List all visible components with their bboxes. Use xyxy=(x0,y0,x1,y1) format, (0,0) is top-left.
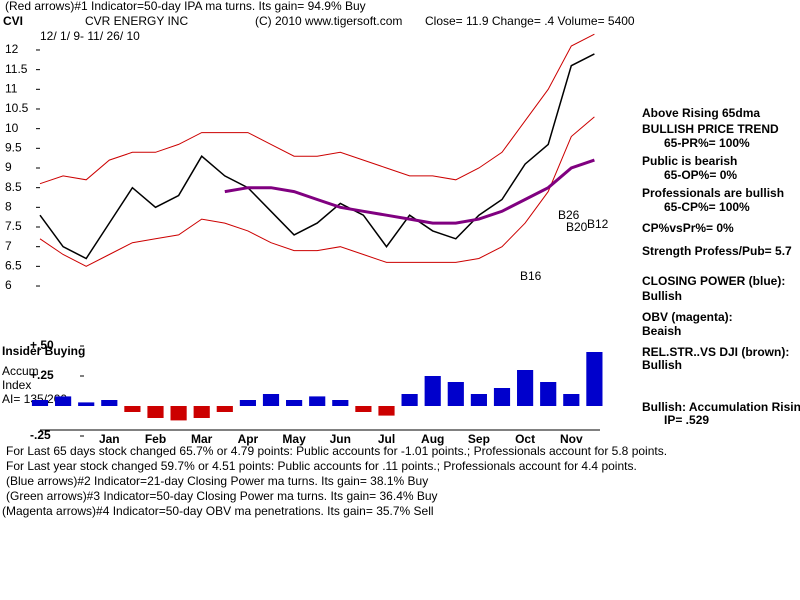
y-tick-label: 9.5 xyxy=(5,140,22,154)
y-tick-label: 7.5 xyxy=(5,219,22,233)
copyright: (C) 2010 www.tigersoft.com xyxy=(255,14,402,28)
company: CVR ENERGY INC xyxy=(85,14,188,28)
side-note: Bullish: Accumulation Rising xyxy=(642,400,800,414)
x-tick-label: May xyxy=(282,432,306,446)
y-tick-label: 8.5 xyxy=(5,180,22,194)
bar xyxy=(239,400,256,406)
side-note: OBV (magenta): xyxy=(642,310,733,324)
side-note: CP%vsPr%= 0% xyxy=(642,221,734,235)
footer-line: (Green arrows)#3 Indicator=50-day Closin… xyxy=(6,489,438,503)
side-note: 65-OP%= 0% xyxy=(664,168,737,182)
symbol: CVI xyxy=(3,14,23,28)
side-note: Above Rising 65dma xyxy=(642,106,760,120)
date-range: 12/ 1/ 9- 11/ 26/ 10 xyxy=(40,29,140,43)
panel-label: Insider Buying xyxy=(2,344,85,358)
bar xyxy=(424,376,441,406)
panel-label: Index xyxy=(2,378,31,392)
bar xyxy=(101,400,118,406)
y-tick-label: 10 xyxy=(5,121,19,135)
x-tick-label: Jul xyxy=(378,432,395,446)
panel-label: Accum xyxy=(2,364,39,378)
bar xyxy=(78,402,95,406)
series-line xyxy=(224,158,595,225)
side-note: 65-CP%= 100% xyxy=(664,200,750,214)
y-tick-label: 10.5 xyxy=(5,101,29,115)
y-tick-label: -.25 xyxy=(30,428,51,442)
y-tick-label: +.50 xyxy=(30,338,54,352)
bar xyxy=(493,388,511,406)
y-tick-label: +.25 xyxy=(30,368,54,382)
y-tick-label: 9 xyxy=(5,160,12,174)
x-tick-label: Apr xyxy=(238,432,259,446)
footer-line: For Last 65 days stock changed 65.7% or … xyxy=(6,444,667,458)
side-note: Beaish xyxy=(642,324,681,338)
bar xyxy=(470,394,487,406)
bar xyxy=(540,382,557,406)
side-note: BULLISH PRICE TREND xyxy=(642,122,779,136)
side-note: Bullish xyxy=(642,289,682,303)
footer-line: For Last year stock changed 59.7% or 4.5… xyxy=(6,459,637,473)
x-tick-label: Mar xyxy=(191,432,213,446)
bar xyxy=(193,406,210,418)
footer-line: (Blue arrows)#2 Indicator=21-day Closing… xyxy=(6,474,428,488)
series-line xyxy=(39,53,595,260)
y-tick-label: 6.5 xyxy=(5,259,22,273)
series-line xyxy=(39,116,595,267)
y-tick-label: 6 xyxy=(5,278,12,292)
top-line: (Red arrows)#1 Indicator=50-day IPA ma t… xyxy=(5,0,366,13)
annotation: B16 xyxy=(520,269,542,283)
bar xyxy=(447,382,464,406)
side-note: Bullish xyxy=(642,358,682,372)
quote: Close= 11.9 Change= .4 Volume= 5400 xyxy=(425,14,635,28)
bar xyxy=(586,352,603,406)
side-note: REL.STR..VS DJI (brown): xyxy=(642,345,789,359)
bar xyxy=(517,370,534,406)
side-note: Professionals are bullish xyxy=(642,186,784,200)
bar xyxy=(55,396,72,406)
bar xyxy=(378,406,395,416)
side-note: IP= .529 xyxy=(664,413,709,427)
y-tick-label: 7 xyxy=(5,239,12,253)
y-tick-label: 12 xyxy=(5,42,19,56)
bar xyxy=(170,406,187,421)
bar xyxy=(147,406,164,418)
bar xyxy=(309,396,326,406)
annotation: B12 xyxy=(587,217,609,231)
bar xyxy=(216,406,233,412)
bar xyxy=(355,406,372,412)
y-tick-label: 11 xyxy=(5,81,18,95)
x-tick-label: Oct xyxy=(515,432,535,446)
bar xyxy=(262,394,280,406)
x-tick-label: Nov xyxy=(560,432,583,446)
side-note: CLOSING POWER (blue): xyxy=(642,274,785,288)
x-tick-label: Jan xyxy=(99,432,120,446)
bar xyxy=(332,400,349,406)
x-tick-label: Aug xyxy=(421,432,444,446)
y-tick-label: 8 xyxy=(5,200,12,214)
annotation: B20 xyxy=(566,220,588,234)
y-tick-label: 11.5 xyxy=(5,62,28,76)
footer-line: (Magenta arrows)#4 Indicator=50-day OBV … xyxy=(2,504,434,518)
bar xyxy=(401,394,418,406)
bar xyxy=(124,406,141,412)
bar xyxy=(286,400,303,406)
x-tick-label: Feb xyxy=(145,432,166,446)
panel-label: AI= 135/200 xyxy=(2,392,67,406)
bar xyxy=(31,400,49,406)
side-note: Public is bearish xyxy=(642,154,737,168)
x-tick-label: Jun xyxy=(330,432,351,446)
bar xyxy=(563,394,580,406)
annotation: B26 xyxy=(558,208,580,222)
x-tick-label: Sep xyxy=(468,432,490,446)
series-line xyxy=(39,33,595,185)
side-note: Strength Profess/Pub= 5.7 xyxy=(642,244,792,258)
side-note: 65-PR%= 100% xyxy=(664,136,750,150)
